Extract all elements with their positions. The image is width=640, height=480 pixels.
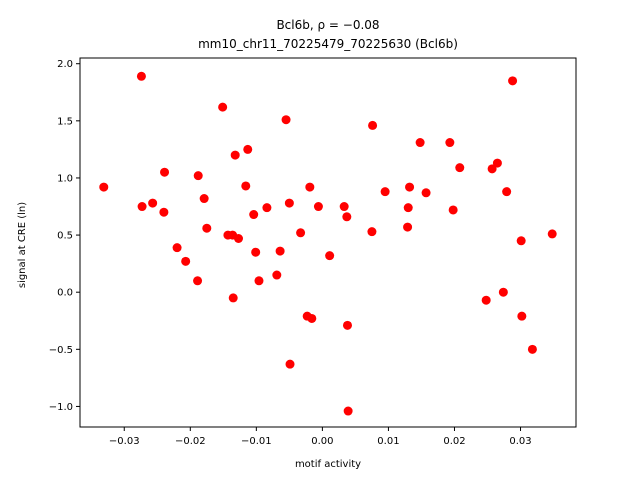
data-point <box>218 102 228 112</box>
data-point <box>492 158 502 168</box>
data-point <box>313 202 323 212</box>
x-tick-label: 0.00 <box>311 436 333 447</box>
y-tick-label: 1.5 <box>57 116 73 127</box>
data-point <box>228 293 238 303</box>
data-point <box>307 313 317 323</box>
data-point <box>249 210 259 220</box>
data-point <box>272 270 282 280</box>
data-point <box>403 222 413 232</box>
data-point <box>199 194 209 204</box>
data-point <box>251 247 261 257</box>
data-point <box>284 198 294 208</box>
data-points <box>99 71 557 416</box>
data-point <box>455 163 465 173</box>
y-tick-label: −0.5 <box>49 345 73 356</box>
data-point <box>262 203 272 213</box>
y-tick-label: 0.5 <box>57 231 73 242</box>
plot-frame <box>79 57 577 428</box>
x-axis-label: motif activity <box>295 459 361 470</box>
data-point <box>487 164 497 174</box>
data-point <box>517 311 527 321</box>
data-point <box>181 256 191 266</box>
data-point <box>275 246 285 256</box>
data-point <box>281 115 291 125</box>
x-axis-ticks: −0.03 −0.02 −0.01 0.00 0.01 0.02 0.03 <box>109 427 532 447</box>
data-point <box>159 207 169 217</box>
y-tick-label: 2.0 <box>57 59 73 70</box>
data-point <box>380 187 390 197</box>
plot-area <box>79 57 577 428</box>
data-point <box>508 76 518 86</box>
data-point <box>405 182 415 192</box>
data-point <box>296 228 306 238</box>
data-point <box>230 150 240 160</box>
data-point <box>193 276 203 286</box>
data-point <box>481 295 491 305</box>
data-point <box>547 229 557 239</box>
y-tick-label: 1.0 <box>57 173 73 184</box>
data-point <box>415 138 425 148</box>
x-tick-label: 0.02 <box>443 436 465 447</box>
data-point <box>99 182 109 192</box>
data-point <box>148 198 158 208</box>
data-point <box>342 320 352 330</box>
y-axis-ticks: −1.0 −0.5 0.0 0.5 1.0 1.5 2.0 <box>49 59 80 413</box>
y-axis-label: signal at CRE (ln) <box>17 202 28 288</box>
data-point <box>172 243 182 253</box>
data-point <box>325 251 335 261</box>
data-point <box>421 188 431 198</box>
x-tick-label: 0.01 <box>377 436 399 447</box>
data-point <box>243 144 253 154</box>
data-point <box>516 236 526 246</box>
data-point <box>193 171 203 181</box>
data-point <box>502 187 512 197</box>
data-point <box>339 202 349 212</box>
data-point <box>160 167 170 177</box>
data-point <box>234 234 244 244</box>
data-point <box>342 212 352 222</box>
data-point <box>254 276 264 286</box>
data-point <box>498 287 508 297</box>
data-point <box>202 223 212 233</box>
data-point <box>305 182 315 192</box>
data-point <box>445 138 455 148</box>
data-point <box>241 181 251 191</box>
y-tick-label: 0.0 <box>57 288 73 299</box>
data-point <box>137 202 147 212</box>
chart-title-line1: Bcl6b, ρ = −0.08 <box>276 18 379 32</box>
y-tick-label: −1.0 <box>49 402 73 413</box>
x-tick-label: −0.02 <box>175 436 206 447</box>
x-tick-label: −0.01 <box>241 436 272 447</box>
data-point <box>367 227 377 237</box>
data-point <box>343 406 353 416</box>
data-point <box>368 120 378 130</box>
data-point <box>285 359 295 369</box>
data-point <box>527 344 537 354</box>
x-tick-label: 0.03 <box>509 436 531 447</box>
x-tick-label: −0.03 <box>109 436 140 447</box>
data-point <box>448 205 458 215</box>
data-point <box>136 71 146 81</box>
data-point <box>403 203 413 213</box>
chart-title-line2: mm10_chr11_70225479_70225630 (Bcl6b) <box>198 37 458 51</box>
